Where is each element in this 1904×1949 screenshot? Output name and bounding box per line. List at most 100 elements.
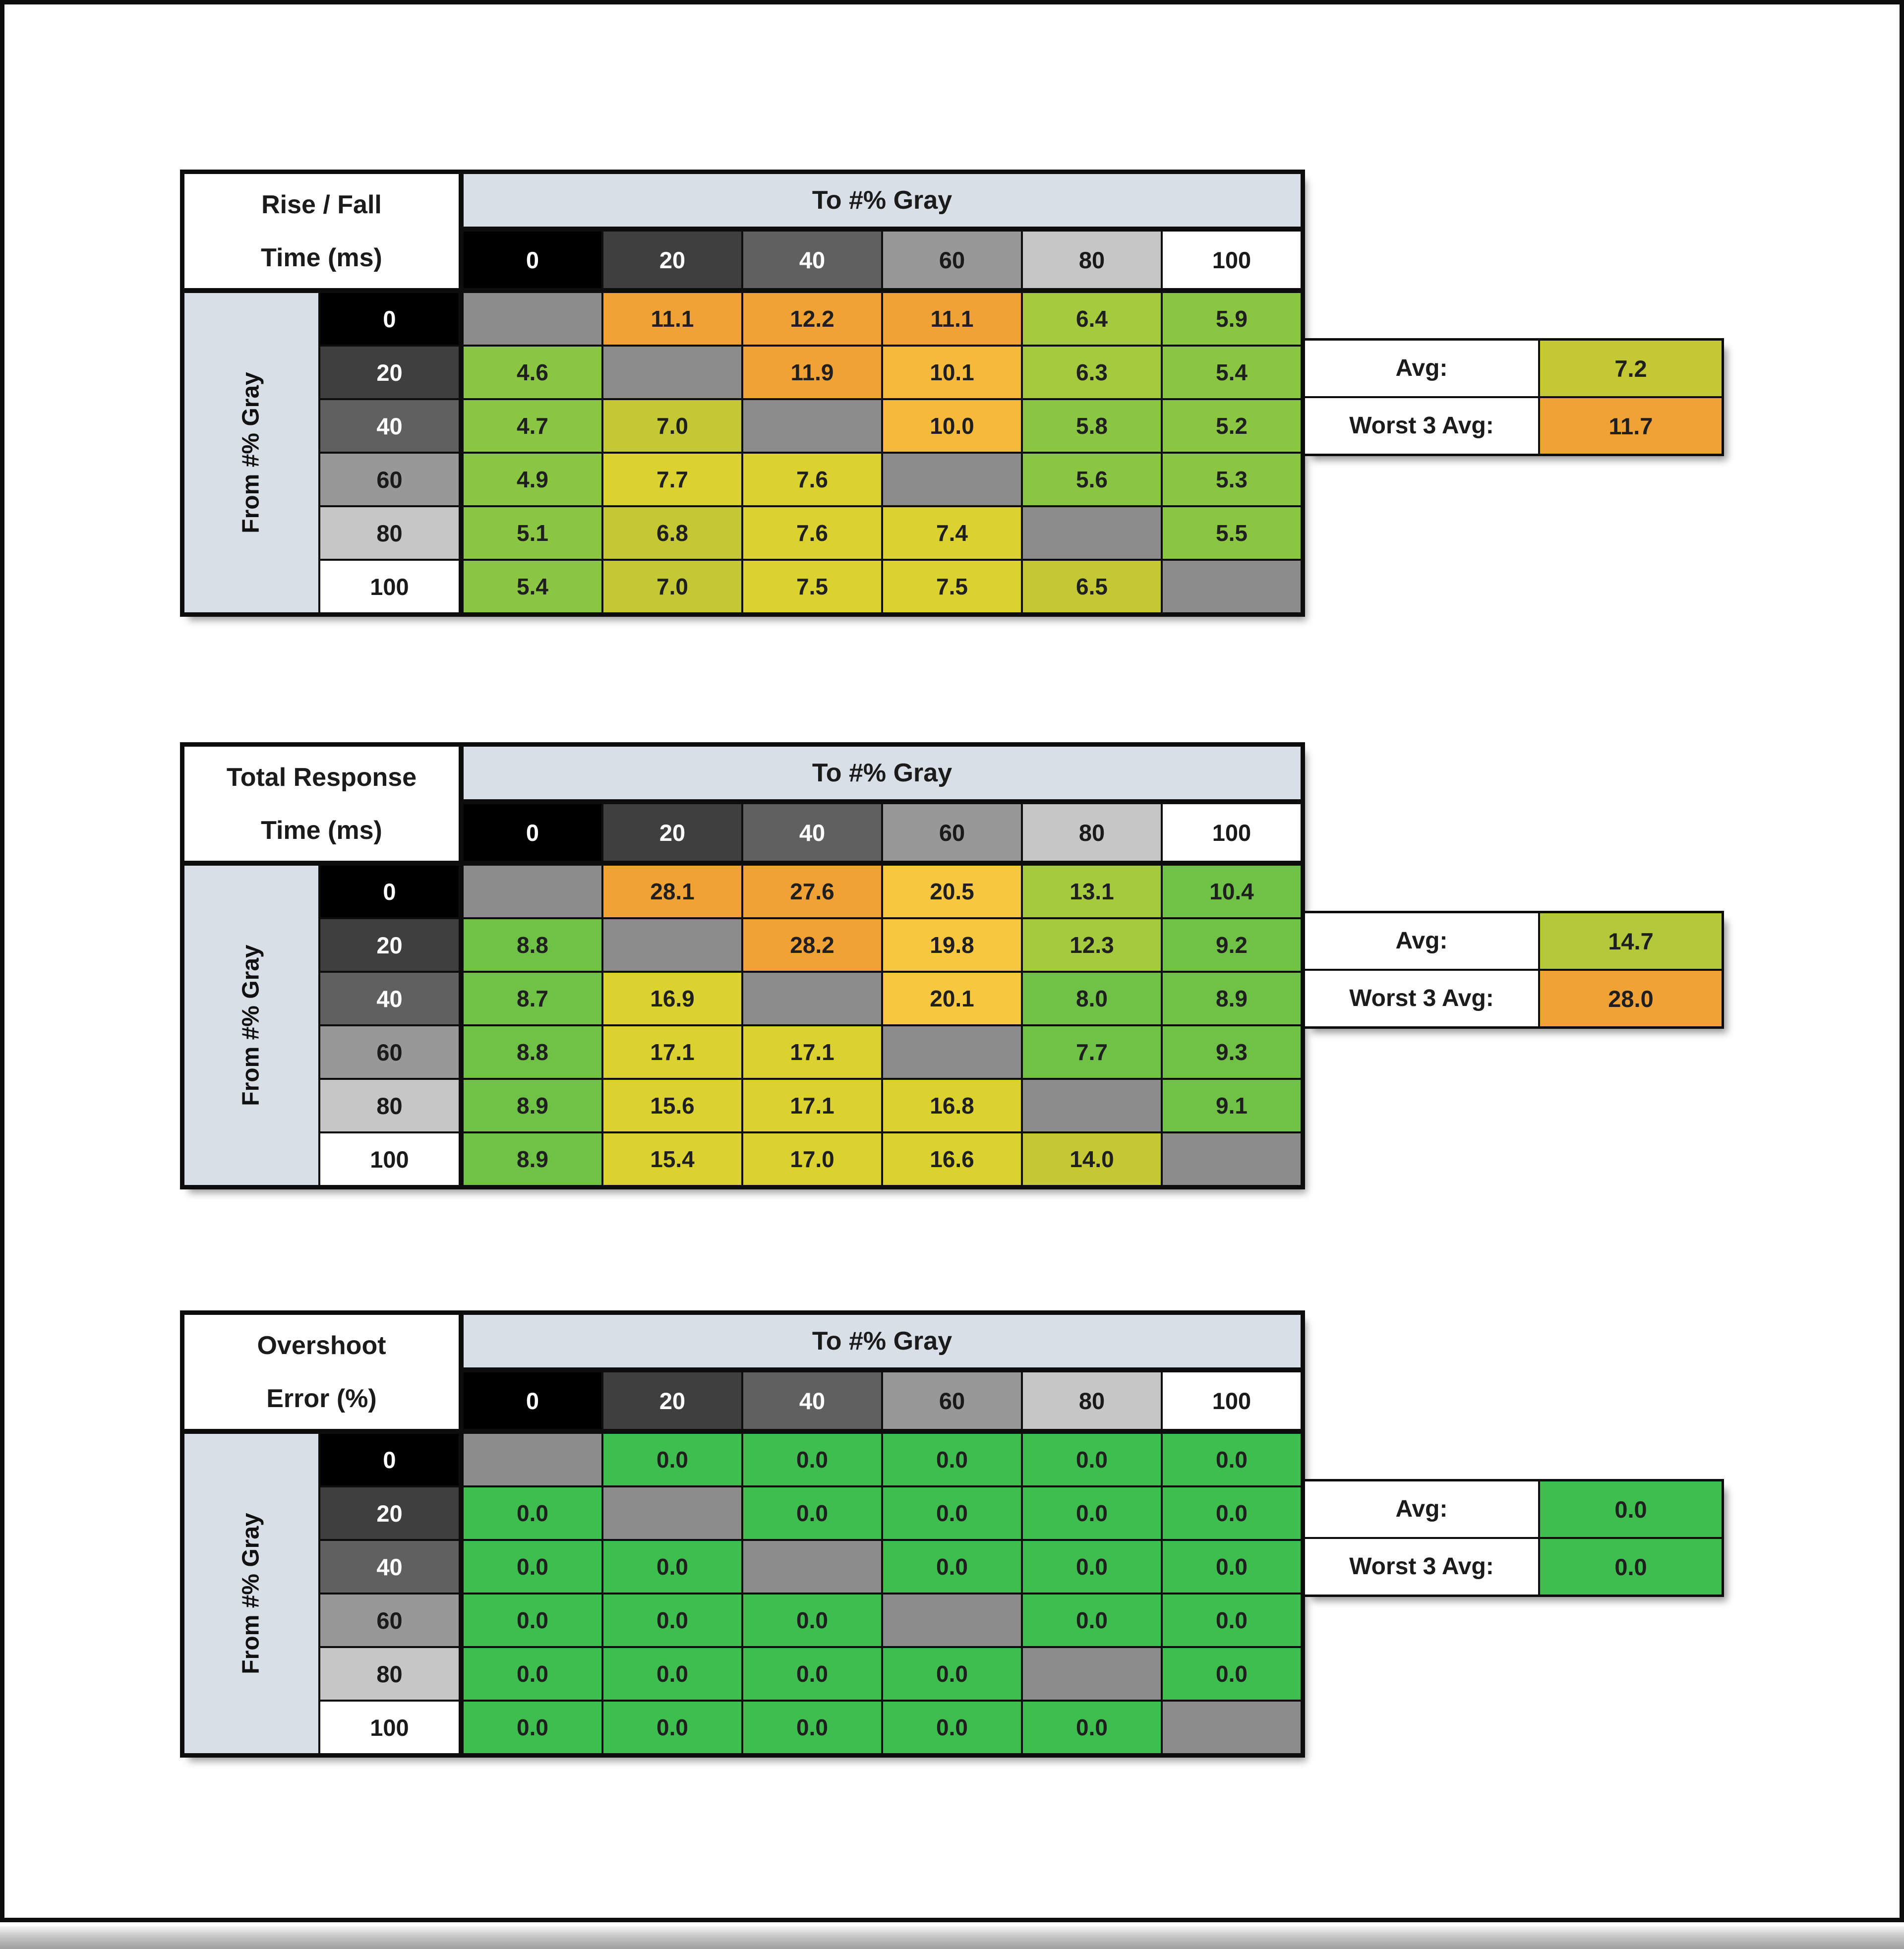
cell-from0-to20: 0.0 — [603, 1434, 741, 1485]
cell-from60-to100: 0.0 — [1163, 1595, 1301, 1646]
cell-from20-to60: 19.8 — [883, 919, 1021, 971]
col-header-60: 60 — [883, 804, 1021, 864]
cell-from60-to80: 0.0 — [1023, 1595, 1161, 1646]
cell-from80-to0: 8.9 — [464, 1080, 601, 1131]
cell-from0-to60: 0.0 — [883, 1434, 1021, 1485]
row-header-100: 100 — [320, 1133, 462, 1185]
col-header-20: 20 — [603, 804, 741, 864]
table-title-line: Total Response — [226, 763, 417, 792]
cell-from20-to40: 11.9 — [743, 347, 881, 398]
col-header-40: 40 — [743, 232, 881, 291]
table-title-overshoot-error: Overshoot Error (%) — [184, 1315, 462, 1432]
cell-from100-to60: 0.0 — [883, 1702, 1021, 1753]
cell-from100-to20: 7.0 — [603, 561, 741, 612]
row-header-100: 100 — [320, 561, 462, 612]
col-header-100: 100 — [1163, 804, 1301, 864]
cell-from80-to60: 0.0 — [883, 1648, 1021, 1700]
row-header-0: 0 — [320, 293, 462, 345]
cell-from40-to80: 0.0 — [1023, 1541, 1161, 1593]
table-title-line: Error (%) — [266, 1384, 377, 1413]
row-header-40: 40 — [320, 1541, 462, 1593]
diagonal-blank-cell — [464, 293, 601, 345]
cell-from80-to20: 0.0 — [603, 1648, 741, 1700]
row-header-40: 40 — [320, 973, 462, 1024]
cell-from0-to40: 12.2 — [743, 293, 881, 345]
diagonal-blank-cell — [603, 1487, 741, 1539]
summary-box-total-response-time: Avg: 14.7 Worst 3 Avg: 28.0 — [1303, 911, 1724, 1029]
cell-from20-to80: 6.3 — [1023, 347, 1161, 398]
row-header-0: 0 — [320, 1434, 462, 1485]
cell-from80-to40: 7.6 — [743, 507, 881, 559]
cell-from20-to40: 28.2 — [743, 919, 881, 971]
cell-from0-to80: 13.1 — [1023, 866, 1161, 917]
cell-from100-to0: 0.0 — [464, 1702, 601, 1753]
cell-from80-to100: 0.0 — [1163, 1648, 1301, 1700]
worst3-avg-label: Worst 3 Avg: — [1305, 1539, 1538, 1595]
cell-from100-to40: 7.5 — [743, 561, 881, 612]
cell-from80-to60: 16.8 — [883, 1080, 1021, 1131]
col-header-80: 80 — [1023, 804, 1161, 864]
row-header-40: 40 — [320, 400, 462, 452]
cell-from40-to60: 20.1 — [883, 973, 1021, 1024]
diagonal-blank-cell — [883, 1026, 1021, 1078]
cell-from20-to100: 0.0 — [1163, 1487, 1301, 1539]
from-gray-label: From #% Gray — [184, 293, 318, 612]
cell-from60-to20: 7.7 — [603, 454, 741, 505]
worst3-avg-label: Worst 3 Avg: — [1305, 971, 1538, 1026]
table-title-line: Time (ms) — [261, 816, 382, 845]
cell-from20-to0: 4.6 — [464, 347, 601, 398]
worst3-avg-value: 28.0 — [1540, 971, 1722, 1026]
bottom-scrollbar-strip — [0, 1926, 1904, 1949]
cell-from40-to20: 0.0 — [603, 1541, 741, 1593]
diagonal-blank-cell — [464, 1434, 601, 1485]
cell-from80-to100: 9.1 — [1163, 1080, 1301, 1131]
table-total-response-time: Total Response Time (ms) To #% Gray 0 20 40 60… — [180, 742, 1305, 1189]
worst3-avg-value: 0.0 — [1540, 1539, 1722, 1595]
diagonal-blank-cell — [883, 454, 1021, 505]
cell-from40-to100: 0.0 — [1163, 1541, 1301, 1593]
cell-from60-to0: 0.0 — [464, 1595, 601, 1646]
avg-label: Avg: — [1305, 341, 1538, 396]
cell-from100-to0: 8.9 — [464, 1133, 601, 1185]
cell-from0-to60: 11.1 — [883, 293, 1021, 345]
diagonal-blank-cell — [883, 1595, 1021, 1646]
cell-from40-to20: 16.9 — [603, 973, 741, 1024]
cell-from80-to0: 5.1 — [464, 507, 601, 559]
cell-from20-to60: 10.1 — [883, 347, 1021, 398]
avg-value: 0.0 — [1540, 1481, 1722, 1537]
table-title-line: Time (ms) — [261, 243, 382, 272]
cell-from60-to40: 0.0 — [743, 1595, 881, 1646]
diagonal-blank-cell — [603, 347, 741, 398]
cell-from20-to60: 0.0 — [883, 1487, 1021, 1539]
cell-from80-to20: 6.8 — [603, 507, 741, 559]
avg-value: 14.7 — [1540, 913, 1722, 969]
col-header-40: 40 — [743, 1372, 881, 1432]
cell-from40-to100: 5.2 — [1163, 400, 1301, 452]
cell-from0-to20: 11.1 — [603, 293, 741, 345]
row-header-80: 80 — [320, 1080, 462, 1131]
cell-from0-to80: 0.0 — [1023, 1434, 1161, 1485]
cell-from60-to20: 0.0 — [603, 1595, 741, 1646]
cell-from20-to100: 9.2 — [1163, 919, 1301, 971]
summary-box-rise-fall-time: Avg: 7.2 Worst 3 Avg: 11.7 — [1303, 338, 1724, 456]
col-header-60: 60 — [883, 1372, 1021, 1432]
cell-from100-to60: 16.6 — [883, 1133, 1021, 1185]
cell-from40-to0: 0.0 — [464, 1541, 601, 1593]
cell-from40-to0: 4.7 — [464, 400, 601, 452]
table-rise-fall-time: Rise / Fall Time (ms) To #% Gray 0 20 40 60 80 1… — [180, 170, 1305, 617]
cell-from0-to40: 27.6 — [743, 866, 881, 917]
cell-from100-to80: 0.0 — [1023, 1702, 1161, 1753]
diagonal-blank-cell — [743, 1541, 881, 1593]
col-header-0: 0 — [464, 232, 601, 291]
col-header-60: 60 — [883, 232, 1021, 291]
cell-from80-to60: 7.4 — [883, 507, 1021, 559]
row-header-60: 60 — [320, 454, 462, 505]
cell-from40-to20: 7.0 — [603, 400, 741, 452]
col-header-100: 100 — [1163, 1372, 1301, 1432]
cell-from20-to100: 5.4 — [1163, 347, 1301, 398]
cell-from20-to80: 12.3 — [1023, 919, 1161, 971]
row-header-60: 60 — [320, 1595, 462, 1646]
worst3-avg-label: Worst 3 Avg: — [1305, 398, 1538, 454]
cell-from40-to100: 8.9 — [1163, 973, 1301, 1024]
row-header-20: 20 — [320, 919, 462, 971]
